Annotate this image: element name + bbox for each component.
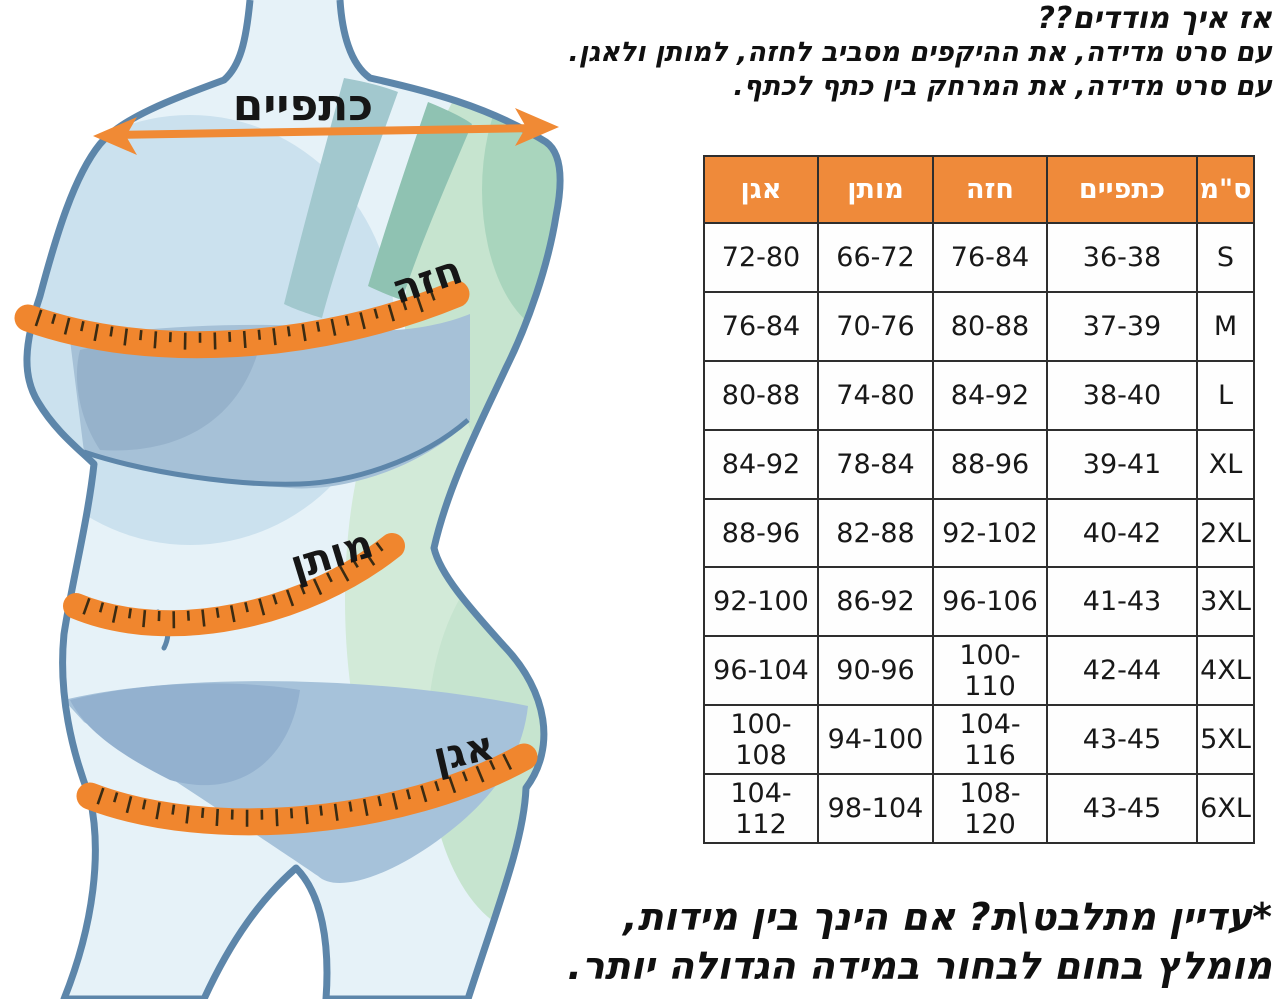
figure-label-shoulders: כתפיים <box>233 80 373 131</box>
size-cell: M <box>1196 290 1255 362</box>
waist-cell: 98-104 <box>817 773 934 845</box>
chest-cell: 108-120 <box>932 773 1048 845</box>
hips-cell: 84-92 <box>703 428 819 500</box>
size-cell: S <box>1196 222 1255 293</box>
shoulder-width-arrow <box>93 108 559 155</box>
waist-cell: 74-80 <box>817 359 934 431</box>
hips-cell: 100-108 <box>703 704 819 776</box>
waist-cell: 66-72 <box>817 222 934 293</box>
table-row: 72-80 66-72 76-84 36-38 S <box>703 222 1255 293</box>
note-line: אז איך מודדים?? <box>1037 1 1272 36</box>
shoulders-cell: 43-45 <box>1046 704 1198 776</box>
table-row: 100-108 94-100 104-116 43-45 5XL <box>703 704 1255 776</box>
header-shoulders: כתפיים <box>1046 155 1198 224</box>
shoulders-cell: 43-45 <box>1046 773 1198 845</box>
sizing-advice-note: *עדיין מתלבט\ת? אם הינך בין מידות, מומלץ… <box>567 893 1272 991</box>
measuring-tape-waist <box>63 533 405 637</box>
shoulders-cell: 41-43 <box>1046 566 1198 638</box>
chest-cell: 84-92 <box>932 359 1048 431</box>
chest-cell: 92-102 <box>932 497 1048 569</box>
hips-cell: 80-88 <box>703 359 819 431</box>
table-header-row: אגן מותן חזה כתפיים ס"מ <box>703 155 1255 224</box>
table-row: 88-96 82-88 92-102 40-42 2XL <box>703 497 1255 569</box>
header-waist: מותן <box>817 155 934 224</box>
size-chart-table: אגן מותן חזה כתפיים ס"מ 72-80 66-72 76-8… <box>703 155 1255 845</box>
hips-cell: 72-80 <box>703 222 819 293</box>
measuring-tape-chest <box>14 280 470 359</box>
shoulders-cell: 36-38 <box>1046 222 1198 293</box>
size-cell: 3XL <box>1196 566 1255 638</box>
body-measurement-illustration: כתפיים חזה מותן אגן <box>14 0 564 999</box>
chest-cell: 100-110 <box>932 635 1048 707</box>
table-row: 96-104 90-96 100-110 42-44 4XL <box>703 635 1255 707</box>
waist-cell: 90-96 <box>817 635 934 707</box>
shoulders-cell: 38-40 <box>1046 359 1198 431</box>
table-row: 80-88 74-80 84-92 38-40 L <box>703 359 1255 431</box>
hips-cell: 76-84 <box>703 290 819 362</box>
shoulders-cell: 37-39 <box>1046 290 1198 362</box>
size-cell: 4XL <box>1196 635 1255 707</box>
hips-cell: 104-112 <box>703 773 819 845</box>
note-line: עם סרט מדידה, את ההיקפים מסביב לחזה, למו… <box>568 37 1272 68</box>
shoulders-cell: 40-42 <box>1046 497 1198 569</box>
chest-cell: 76-84 <box>932 222 1048 293</box>
header-hips: אגן <box>703 155 819 224</box>
shoulders-cell: 42-44 <box>1046 635 1198 707</box>
note-line: עם סרט מדידה, את המרחק בין כתף לכתף. <box>733 71 1272 102</box>
size-cell: 6XL <box>1196 773 1255 845</box>
waist-cell: 70-76 <box>817 290 934 362</box>
table-row: 92-100 86-92 96-106 41-43 3XL <box>703 566 1255 638</box>
size-cell: 5XL <box>1196 704 1255 776</box>
chest-cell: 96-106 <box>932 566 1048 638</box>
note-line: מומלץ בחום לבחור במידה הגדולה יותר. <box>567 944 1272 988</box>
measuring-tape-hips <box>76 743 538 836</box>
waist-cell: 94-100 <box>817 704 934 776</box>
hips-cell: 96-104 <box>703 635 819 707</box>
waist-cell: 86-92 <box>817 566 934 638</box>
how-to-measure-note: אז איך מודדים?? עם סרט מדידה, את ההיקפים… <box>569 2 1272 104</box>
table-row: 104-112 98-104 108-120 43-45 6XL <box>703 773 1255 845</box>
size-cell: XL <box>1196 428 1255 500</box>
chest-cell: 88-96 <box>932 428 1048 500</box>
chest-cell: 104-116 <box>932 704 1048 776</box>
size-cell: L <box>1196 359 1255 431</box>
waist-cell: 78-84 <box>817 428 934 500</box>
waist-cell: 82-88 <box>817 497 934 569</box>
header-unit: ס"מ <box>1196 155 1255 224</box>
hips-cell: 88-96 <box>703 497 819 569</box>
shoulders-cell: 39-41 <box>1046 428 1198 500</box>
table-row: 76-84 70-76 80-88 37-39 M <box>703 290 1255 362</box>
table-row: 84-92 78-84 88-96 39-41 XL <box>703 428 1255 500</box>
hips-cell: 92-100 <box>703 566 819 638</box>
chest-cell: 80-88 <box>932 290 1048 362</box>
note-line: *עדיין מתלבט\ת? אם הינך בין מידות, <box>623 895 1272 939</box>
size-cell: 2XL <box>1196 497 1255 569</box>
header-chest: חזה <box>932 155 1048 224</box>
